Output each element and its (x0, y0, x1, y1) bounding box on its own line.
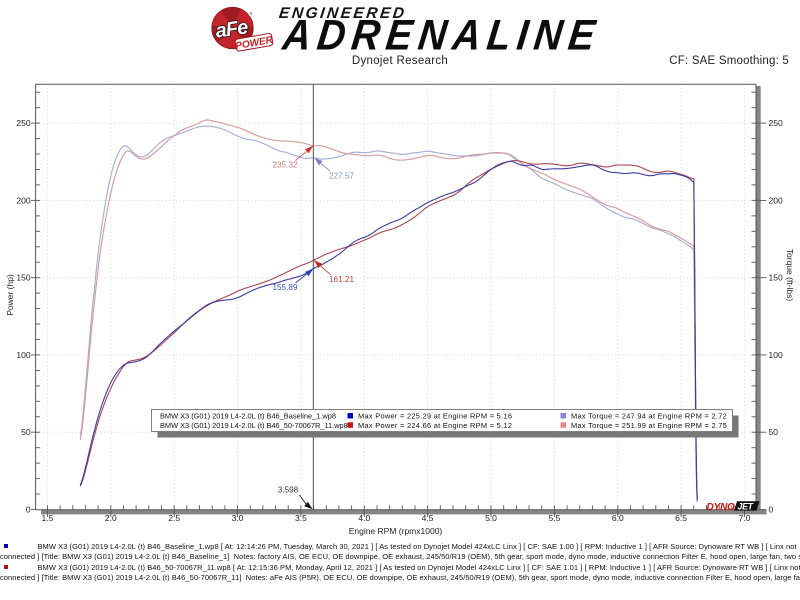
svg-text:200: 200 (16, 195, 30, 205)
svg-text:Power (hp): Power (hp) (5, 274, 15, 316)
svg-text:JET: JET (738, 501, 754, 511)
svg-text:6.0: 6.0 (612, 513, 624, 523)
svg-text:161.21: 161.21 (329, 275, 354, 284)
svg-text:Max Torque = 251.99 at Engine: Max Torque = 251.99 at Engine RPM = 2.75 (571, 421, 727, 430)
svg-text:Max Torque = 247.94 at Engine: Max Torque = 247.94 at Engine RPM = 2.72 (571, 412, 727, 421)
svg-text:4.0: 4.0 (358, 513, 370, 523)
svg-text:3.598: 3.598 (278, 486, 299, 495)
svg-text:BMW X3 (G01) 2019 L4-2.0L (t): BMW X3 (G01) 2019 L4-2.0L (t) B46_50-700… (160, 421, 348, 430)
svg-text:3.0: 3.0 (232, 513, 244, 523)
svg-text:100: 100 (769, 350, 783, 360)
svg-text:4.5: 4.5 (422, 513, 434, 523)
svg-text:7.0: 7.0 (739, 513, 751, 523)
svg-text:250: 250 (769, 118, 783, 128)
svg-text:235.32: 235.32 (272, 161, 297, 170)
svg-text:5.0: 5.0 (485, 513, 497, 523)
svg-text:2.0: 2.0 (105, 513, 117, 523)
svg-text:®: ® (249, 12, 253, 17)
svg-text:150: 150 (769, 273, 783, 283)
svg-text:50: 50 (21, 427, 31, 437)
svg-text:227.57: 227.57 (329, 172, 354, 181)
svg-text:100: 100 (16, 350, 30, 360)
svg-text:5.5: 5.5 (548, 513, 560, 523)
svg-text:Torque (ft-lbs): Torque (ft-lbs) (785, 249, 795, 302)
svg-text:50: 50 (769, 427, 779, 437)
svg-text:200: 200 (769, 195, 783, 205)
svg-text:DYNO: DYNO (707, 502, 736, 513)
svg-text:Engine RPM (rpmx1000): Engine RPM (rpmx1000) (349, 526, 443, 536)
svg-text:1.5: 1.5 (41, 513, 53, 523)
svg-text:0: 0 (769, 504, 774, 514)
svg-text:150: 150 (16, 273, 30, 283)
svg-text:155.89: 155.89 (272, 283, 297, 292)
svg-text:Max Power = 224.66 at Engine R: Max Power = 224.66 at Engine RPM = 5.12 (358, 421, 512, 430)
svg-text:2.5: 2.5 (168, 513, 180, 523)
svg-text:6.5: 6.5 (675, 513, 687, 523)
svg-text:3.5: 3.5 (295, 513, 307, 523)
svg-text:BMW X3 (G01) 2019 L4-2.0L (t): BMW X3 (G01) 2019 L4-2.0L (t) B46_Baseli… (160, 412, 336, 421)
svg-text:0: 0 (26, 504, 31, 514)
svg-text:250: 250 (16, 118, 30, 128)
svg-text:Max Power = 225.29 at Engine R: Max Power = 225.29 at Engine RPM = 5.16 (358, 412, 512, 421)
